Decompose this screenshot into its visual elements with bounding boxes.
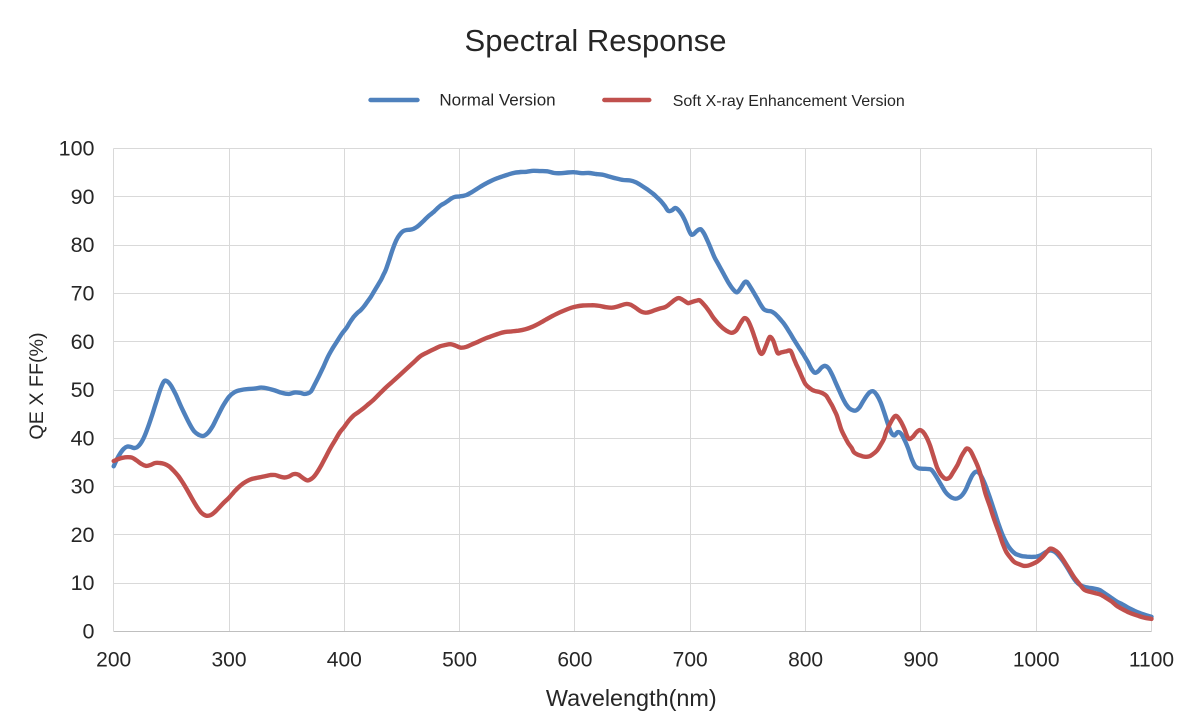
svg-text:900: 900 (903, 649, 938, 672)
svg-text:1100: 1100 (1129, 649, 1174, 672)
svg-text:Spectral Response: Spectral Response (465, 23, 727, 58)
svg-text:100: 100 (59, 137, 95, 161)
svg-text:90: 90 (71, 185, 95, 209)
svg-text:600: 600 (557, 649, 592, 672)
svg-text:500: 500 (442, 649, 477, 672)
svg-text:10: 10 (71, 571, 95, 595)
svg-text:Wavelength(nm): Wavelength(nm) (546, 685, 717, 711)
svg-text:40: 40 (71, 426, 95, 450)
svg-text:200: 200 (96, 649, 131, 672)
svg-text:QE X FF(%): QE X FF(%) (26, 332, 48, 439)
svg-text:700: 700 (673, 649, 708, 672)
svg-text:60: 60 (71, 330, 95, 354)
svg-text:300: 300 (211, 649, 246, 672)
svg-text:50: 50 (71, 378, 95, 402)
svg-text:70: 70 (71, 282, 95, 306)
svg-text:0: 0 (83, 620, 95, 644)
svg-text:Normal Version: Normal Version (439, 91, 555, 110)
svg-text:1000: 1000 (1013, 649, 1060, 672)
svg-text:80: 80 (71, 233, 95, 257)
svg-text:Soft X-ray Enhancement Version: Soft X-ray Enhancement Version (673, 93, 905, 110)
svg-text:400: 400 (327, 649, 362, 672)
svg-text:800: 800 (788, 649, 823, 672)
svg-text:30: 30 (71, 475, 95, 499)
svg-text:20: 20 (71, 523, 95, 547)
